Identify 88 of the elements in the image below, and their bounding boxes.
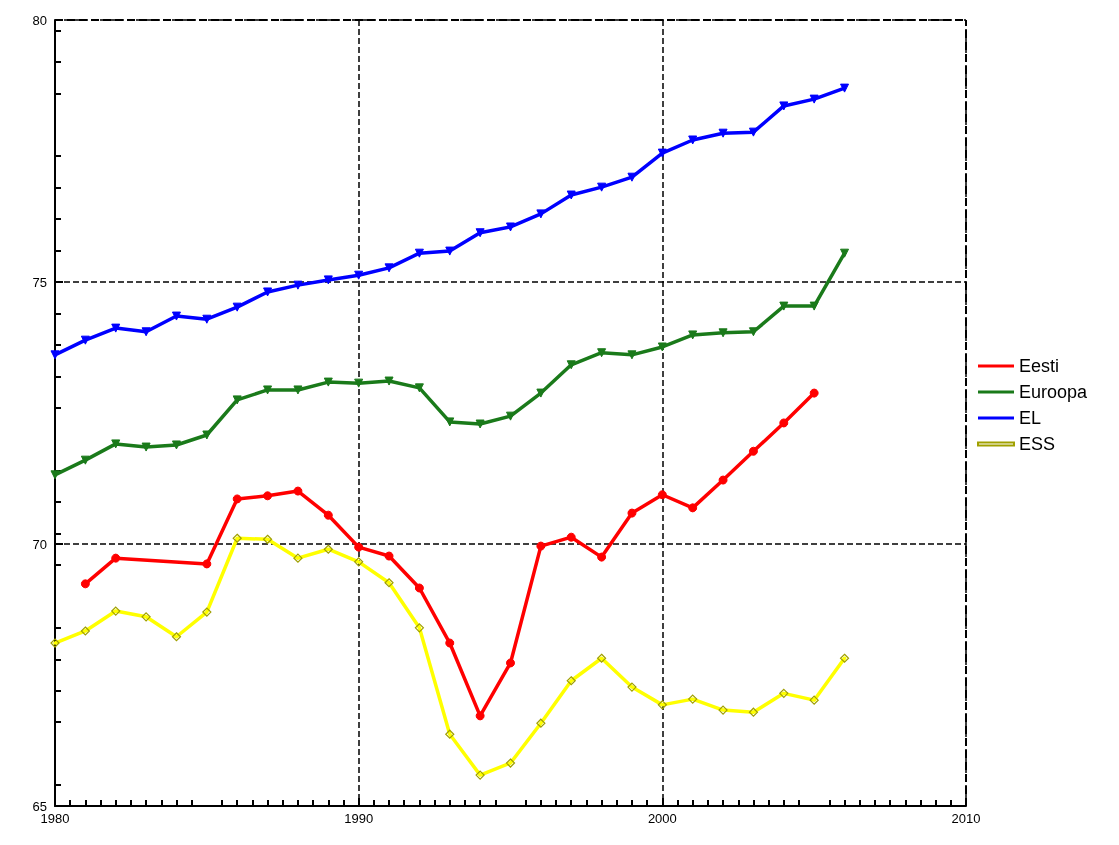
- point: [141, 442, 151, 452]
- point: [657, 148, 667, 158]
- point: [445, 246, 455, 256]
- point: [263, 287, 273, 297]
- point: [627, 508, 637, 518]
- point: [202, 559, 212, 569]
- point: [171, 440, 181, 450]
- point: [414, 583, 424, 593]
- point: [627, 350, 637, 360]
- point: [384, 376, 394, 386]
- point: [718, 128, 728, 138]
- y-tick-label: 65: [32, 798, 47, 814]
- point: [263, 491, 273, 501]
- point: [111, 553, 121, 563]
- legend-label: EL: [1019, 408, 1042, 428]
- point: [718, 328, 728, 338]
- point: [748, 327, 758, 337]
- point: [506, 658, 515, 668]
- point: [202, 430, 212, 440]
- point: [475, 419, 485, 429]
- point: [354, 378, 364, 388]
- point: [566, 190, 576, 200]
- point: [840, 83, 850, 93]
- point: [50, 350, 60, 360]
- point: [657, 490, 667, 500]
- x-tick-label: 1990: [344, 811, 374, 826]
- point: [111, 439, 121, 449]
- point: [536, 209, 546, 219]
- point: [718, 475, 728, 485]
- legend-label: Eesti: [1019, 356, 1060, 376]
- point: [748, 446, 758, 456]
- y-tick-label: 70: [32, 536, 47, 552]
- legend-label: ESS: [1019, 434, 1056, 454]
- point: [445, 638, 455, 648]
- point: [384, 263, 394, 273]
- point: [80, 579, 90, 589]
- y-tick-label: 75: [32, 274, 47, 290]
- point: [293, 486, 303, 496]
- point: [354, 270, 364, 280]
- point: [475, 711, 485, 721]
- point: [809, 94, 819, 104]
- point: [475, 228, 485, 238]
- point: [323, 275, 333, 285]
- point: [323, 377, 333, 387]
- point: [809, 388, 819, 398]
- point: [597, 182, 607, 192]
- point: [111, 323, 121, 333]
- point: [141, 327, 151, 337]
- point: [840, 248, 850, 258]
- point: [688, 330, 698, 340]
- point: [384, 551, 394, 561]
- point: [80, 455, 90, 465]
- point: [414, 383, 424, 393]
- point: [597, 348, 607, 358]
- y-tick-label: 80: [32, 12, 47, 28]
- point: [566, 532, 576, 542]
- point: [445, 417, 455, 427]
- point: [566, 360, 576, 370]
- point: [597, 552, 607, 562]
- point: [171, 311, 181, 321]
- x-tick-label: 2010: [951, 811, 981, 826]
- point: [627, 172, 637, 182]
- point: [779, 301, 789, 311]
- point: [506, 222, 515, 232]
- point: [263, 385, 273, 395]
- point: [50, 470, 60, 480]
- point: [657, 342, 667, 352]
- point: [688, 503, 698, 513]
- point: [779, 418, 789, 428]
- point: [536, 541, 546, 551]
- point: [80, 335, 90, 345]
- point: [293, 385, 303, 395]
- point: [506, 411, 515, 421]
- point: [202, 314, 212, 324]
- point: [232, 494, 242, 504]
- x-tick-label: 2000: [647, 811, 677, 826]
- point: [779, 101, 789, 111]
- legend-label: Euroopa: [1019, 382, 1089, 402]
- point: [688, 135, 698, 145]
- point: [293, 280, 303, 290]
- point: [323, 510, 333, 520]
- point: [748, 127, 758, 137]
- point: [232, 395, 242, 405]
- point: [414, 248, 424, 258]
- point: [232, 302, 242, 312]
- point: [354, 542, 364, 552]
- x-tick-label: 1980: [40, 811, 70, 826]
- point: [809, 301, 819, 311]
